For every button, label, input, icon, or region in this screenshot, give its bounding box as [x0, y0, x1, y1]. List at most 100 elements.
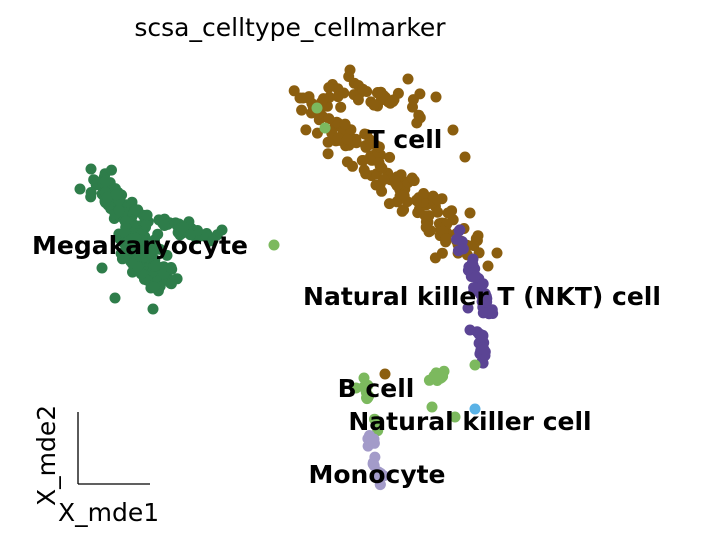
t-cell-point — [384, 151, 396, 163]
b-cell-point — [350, 382, 362, 394]
natural-killer-t-nkt-cell-point — [462, 302, 474, 314]
megakaryocyte-label: Megakaryocyte — [32, 231, 248, 260]
natural-killer-t-nkt-cell-point — [487, 308, 499, 319]
t-cell-point — [414, 88, 426, 100]
natural-killer-t-nkt-cell-point — [477, 307, 489, 319]
t-cell-point — [294, 92, 306, 104]
cluster-labels: T cell Megakaryocyte Natural killer T (NKT… — [32, 125, 661, 489]
t-cell-point — [368, 99, 380, 111]
natural-killer-t-nkt-cell-point — [451, 233, 462, 245]
t-cell-point — [432, 194, 443, 206]
t-cell-point — [371, 87, 383, 99]
chart-title: scsa_celltype_cellmarker — [134, 13, 446, 42]
natural-killer-t-nkt-cell-point — [468, 282, 480, 294]
monocyte-point — [368, 437, 380, 449]
t-cell-point — [323, 82, 335, 94]
natural-killer-t-nkt-cell-point — [478, 344, 490, 356]
megakaryocyte-point — [158, 220, 170, 231]
t-cell-point — [378, 174, 390, 186]
t-cell-point — [464, 207, 476, 219]
t-cell-point — [332, 132, 344, 144]
megakaryocyte-point — [145, 247, 157, 259]
monocyte-point — [369, 451, 381, 463]
megakaryocyte-point — [149, 260, 161, 272]
megakaryocyte-point — [132, 261, 144, 273]
t-cell-point — [357, 83, 369, 95]
monocyte-label: Monocyte — [308, 460, 445, 489]
t-cell-label: T cell — [368, 125, 443, 154]
t-cell-point — [332, 91, 344, 103]
t-cell-point — [432, 206, 444, 218]
b-cell-point — [319, 122, 331, 134]
natural-killer-t-nkt-cell-point — [466, 257, 478, 268]
t-cell-point — [339, 118, 351, 130]
t-cell-point — [335, 101, 347, 113]
megakaryocyte-point — [102, 191, 114, 203]
natural-killer-t-nkt-cell-point — [457, 243, 469, 255]
megakaryocyte-point — [216, 224, 228, 236]
megakaryocyte-point — [96, 262, 108, 274]
b-cell-point — [469, 359, 481, 371]
megakaryocyte-point — [85, 163, 97, 175]
megakaryocyte-point — [113, 205, 125, 216]
t-cell-point — [352, 94, 364, 106]
t-cell-point — [332, 83, 344, 95]
t-cell-point — [398, 204, 410, 216]
megakaryocyte-point — [178, 221, 190, 233]
t-cell-point — [402, 73, 414, 85]
natural-killer-t-nkt-cell-point — [453, 225, 465, 237]
megakaryocyte-point — [110, 189, 122, 201]
b-cell-point — [358, 372, 370, 384]
t-cell-point — [442, 207, 454, 219]
b-cell-point — [369, 413, 380, 425]
monocyte-point — [374, 478, 386, 490]
x-axis-label: X_mde1 — [58, 498, 159, 527]
megakaryocyte-point — [147, 303, 159, 315]
t-cell-point — [347, 160, 358, 172]
natural-killer-cell-point — [469, 403, 481, 415]
natural-killer-t-nkt-cell-point — [464, 324, 476, 336]
natural-killer-cell-label: Natural killer cell — [348, 407, 591, 436]
natural-killer-t-nkt-cell-point — [477, 330, 489, 342]
t-cell-point — [398, 190, 410, 202]
megakaryocyte-point — [165, 278, 177, 290]
t-cell-point — [470, 233, 482, 245]
megakaryocyte-point — [129, 204, 141, 216]
t-cell-point — [389, 175, 401, 187]
megakaryocyte-point — [100, 175, 112, 187]
t-cell-point — [322, 136, 334, 148]
megakaryocyte-point — [207, 234, 219, 246]
megakaryocyte-point — [148, 281, 160, 293]
t-cell-point — [379, 368, 391, 380]
t-cell-point — [447, 124, 459, 136]
t-cell-point — [296, 104, 308, 116]
natural-killer-t-nkt-cell-point — [469, 271, 481, 283]
t-cell-point — [356, 155, 368, 166]
t-cell-point — [373, 157, 385, 169]
megakaryocyte-point — [74, 183, 86, 195]
natural-killer-t-nkt-cell-label: Natural killer T (NKT) cell — [303, 282, 661, 311]
b-cell-point — [361, 393, 373, 405]
megakaryocyte-point — [85, 187, 97, 198]
t-cell-point — [370, 179, 382, 191]
t-cell-point — [459, 151, 471, 163]
t-cell-point — [430, 91, 442, 103]
t-cell-point — [358, 164, 370, 176]
t-cell-point — [341, 133, 353, 145]
megakaryocyte-point — [161, 249, 173, 261]
natural-killer-t-nkt-cell-point — [477, 278, 489, 290]
t-cell-point — [420, 221, 432, 233]
megakaryocyte-point — [141, 209, 153, 221]
b-cell-point — [431, 371, 443, 383]
axis-indicator: X_mde1 X_mde2 — [32, 405, 159, 527]
t-cell-point — [429, 252, 441, 264]
t-cell-point — [373, 141, 385, 153]
y-axis-label: X_mde2 — [32, 405, 61, 506]
b-cell-point — [268, 239, 280, 251]
t-cell-point — [303, 92, 315, 104]
megakaryocyte-point — [106, 164, 117, 176]
megakaryocyte-point — [165, 262, 177, 273]
t-cell-point — [300, 124, 312, 136]
t-cell-point — [323, 113, 335, 125]
